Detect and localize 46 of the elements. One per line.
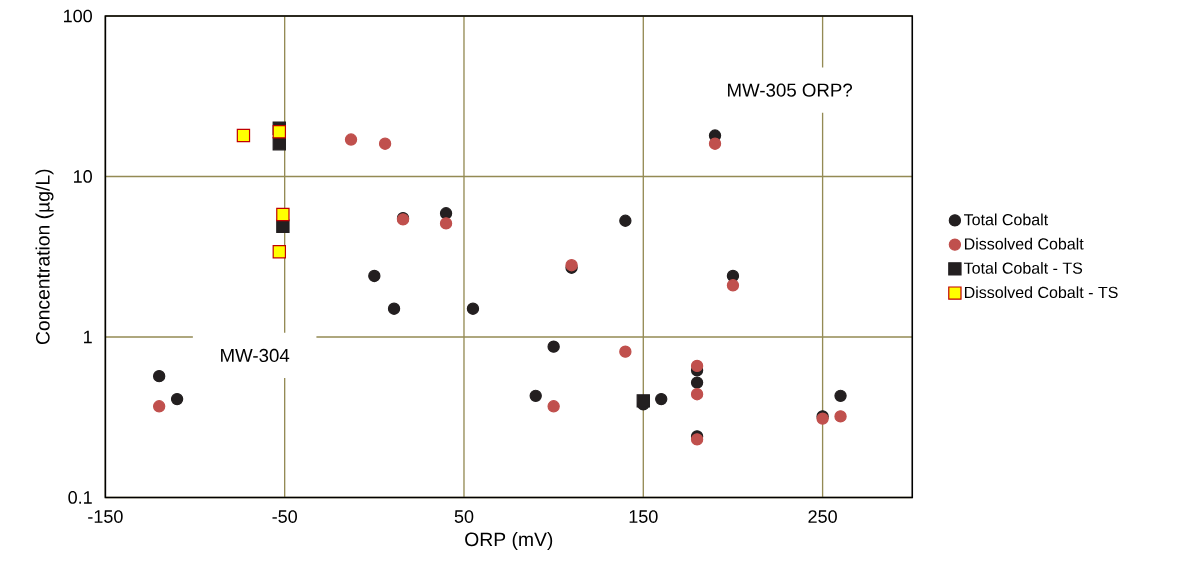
point	[152, 400, 166, 413]
point	[636, 394, 651, 408]
point	[690, 387, 704, 401]
legend-label: Total Cobalt	[964, 213, 1049, 226]
legend-label: Total Cobalt - TS	[964, 261, 1083, 274]
point	[708, 137, 722, 150]
point	[387, 302, 401, 315]
legend-label: Dissolved Cobalt	[964, 237, 1084, 250]
x-tick-label: 50	[454, 510, 474, 523]
point	[276, 207, 290, 222]
y-tick-label: 100	[64, 9, 92, 23]
point	[236, 128, 251, 143]
annotation: MW-304	[221, 348, 290, 362]
y-tick-label: 10	[74, 170, 92, 183]
x-tick-label: -150	[88, 510, 123, 523]
point	[272, 124, 287, 139]
point	[529, 389, 542, 402]
point	[152, 369, 166, 383]
point	[170, 392, 184, 406]
point	[344, 133, 358, 146]
x-tick-label: 250	[808, 510, 837, 523]
point	[834, 389, 847, 402]
x-tick-label: 150	[629, 510, 658, 523]
point	[439, 207, 453, 220]
legend-label: Dissolved Cobalt - TS	[964, 286, 1118, 298]
annotation: MW-305 ORP?	[728, 83, 853, 97]
point	[547, 340, 560, 353]
point	[272, 244, 287, 259]
x-tick-label: -50	[272, 510, 297, 523]
point	[726, 279, 740, 292]
y-axis-title: Concentration (µg/L)	[35, 169, 54, 345]
point	[439, 217, 453, 230]
point	[378, 137, 392, 150]
point	[466, 302, 480, 315]
point	[368, 269, 381, 283]
point	[619, 345, 632, 358]
point	[690, 359, 704, 373]
point	[619, 214, 632, 227]
point	[655, 392, 668, 406]
x-axis-title: ORP (mV)	[465, 531, 553, 550]
point	[276, 219, 290, 233]
point	[690, 376, 704, 389]
point	[547, 400, 560, 413]
y-tick-label: 1	[84, 330, 92, 344]
y-tick-label: 0.1	[68, 491, 92, 504]
point	[834, 410, 847, 423]
